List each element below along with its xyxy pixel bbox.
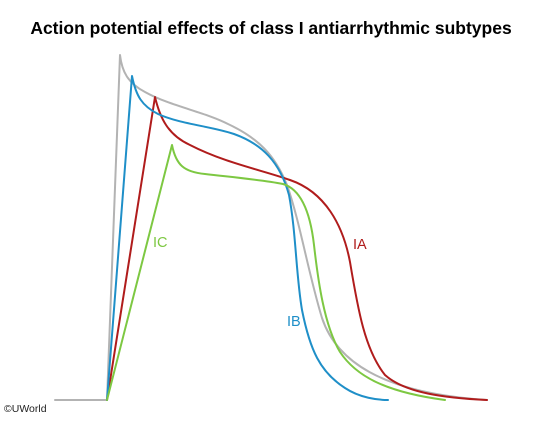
curve-IA [106, 96, 488, 401]
label-IB: IB [287, 314, 301, 330]
curve-IC [106, 144, 446, 401]
label-IA: IA [353, 237, 367, 253]
figure-title: Action potential effects of class I anti… [30, 18, 512, 38]
curve-IB [106, 75, 389, 401]
copyright-credit: ©UWorld [4, 403, 47, 415]
label-IC: IC [153, 235, 168, 251]
